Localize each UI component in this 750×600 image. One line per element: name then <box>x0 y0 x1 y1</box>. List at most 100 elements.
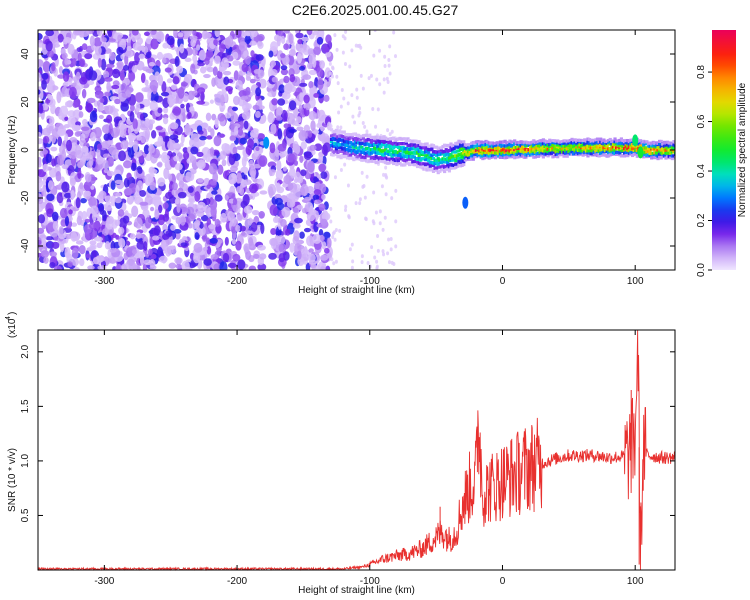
heatmap-cell <box>118 226 125 235</box>
heatmap-cell <box>206 66 214 73</box>
heatmap-cell <box>367 76 371 81</box>
heatmap-cell <box>277 30 284 37</box>
heatmap-cell <box>298 130 308 142</box>
heatmap-cell <box>471 157 475 161</box>
heatmap-cell <box>166 78 173 84</box>
heatmap-cell <box>172 106 182 116</box>
x-tick-label: -300 <box>94 576 114 587</box>
heatmap-cell <box>136 240 146 250</box>
heatmap-cell <box>276 159 282 172</box>
heatmap-cell <box>211 113 217 121</box>
heatmap-cell <box>313 189 322 195</box>
heatmap-cell <box>227 35 234 48</box>
heatmap-cell <box>257 69 265 79</box>
heatmap-cell <box>49 116 55 126</box>
heatmap-cell <box>350 93 354 98</box>
heatmap-cell <box>268 252 277 260</box>
heatmap-cell <box>275 116 283 121</box>
y-tick-label: 20 <box>20 96 31 108</box>
heatmap-cell <box>114 179 124 185</box>
heatmap-cell <box>66 139 73 152</box>
heatmap-cell <box>123 160 132 169</box>
heatmap-cell <box>232 253 241 262</box>
heatmap-cell <box>294 217 303 224</box>
heatmap-cell <box>334 259 338 264</box>
heatmap-cell <box>122 64 130 71</box>
heatmap-cell <box>201 214 209 222</box>
y-multiplier-close: ) <box>7 312 18 315</box>
x-tick: -100 <box>360 330 380 587</box>
heatmap-cell <box>146 173 155 178</box>
heatmap-cell <box>233 70 239 81</box>
heatmap-cell <box>277 128 283 140</box>
heatmap-cell <box>217 82 225 87</box>
heatmap-cell <box>72 109 82 120</box>
heatmap-cell <box>257 33 265 42</box>
heatmap-cell <box>135 102 141 113</box>
heatmap-cell <box>252 253 260 259</box>
heatmap-cell <box>392 262 396 267</box>
heatmap-cell <box>360 254 364 259</box>
heatmap-cell <box>241 111 251 120</box>
heatmap-cell <box>376 233 380 238</box>
heatmap-cell <box>112 68 121 79</box>
heatmap-cell <box>313 46 322 55</box>
heatmap-cell <box>229 135 236 141</box>
heatmap-cell <box>364 217 368 222</box>
heatmap-cell <box>42 135 50 144</box>
heatmap-cell <box>325 51 332 58</box>
y-tick-label: 2.0 <box>20 344 31 358</box>
heatmap-cell <box>340 88 344 93</box>
heatmap-cell <box>231 173 237 179</box>
heatmap-cell <box>203 74 211 79</box>
heatmap-cell <box>462 140 466 144</box>
heatmap-cell <box>388 71 392 76</box>
heatmap-cell <box>288 100 297 111</box>
heatmap-cell <box>170 84 178 90</box>
heatmap-cell <box>130 162 137 172</box>
heatmap-cell <box>331 235 335 240</box>
heatmap-cell <box>45 40 53 52</box>
heatmap-cell <box>274 197 283 206</box>
heatmap-cell <box>371 107 375 112</box>
heatmap-cell <box>673 144 675 148</box>
heatmap-cell <box>390 129 394 134</box>
heatmap-cell <box>173 142 181 149</box>
heatmap-cell <box>80 197 87 204</box>
heatmap-cell <box>143 31 150 36</box>
heatmap-cell <box>157 135 164 146</box>
heatmap-cell <box>255 146 260 152</box>
heatmap-cell <box>382 252 386 257</box>
heatmap-cell <box>245 72 251 79</box>
heatmap-cell <box>236 185 242 194</box>
heatmap-cell <box>306 235 314 247</box>
heatmap-cell <box>297 38 303 45</box>
heatmap-cell <box>263 136 270 149</box>
heatmap-cell <box>103 234 112 244</box>
heatmap-cell <box>382 90 386 95</box>
heatmap-cell <box>637 146 644 159</box>
heatmap-cell <box>248 159 254 168</box>
heatmap-cell <box>325 34 332 44</box>
heatmap-cell <box>76 215 82 226</box>
heatmap-cell <box>86 97 96 104</box>
heatmap-cell <box>383 215 387 220</box>
heatmap-cell <box>384 172 388 177</box>
x-tick: 100 <box>627 30 644 287</box>
heatmap-cell <box>139 113 145 121</box>
heatmap-cell <box>198 49 207 61</box>
x-tick-label: -200 <box>227 276 247 287</box>
heatmap-cell <box>292 207 299 213</box>
heatmap-cell <box>250 221 258 232</box>
heatmap-cell <box>235 145 245 150</box>
heatmap-cell <box>361 86 365 91</box>
heatmap-cell <box>380 184 384 189</box>
heatmap-cell <box>132 263 138 270</box>
heatmap-cell <box>95 156 104 165</box>
heatmap-cell <box>187 222 193 229</box>
heatmap-cell <box>292 223 301 229</box>
heatmap-cell <box>162 213 170 222</box>
heatmap-cell <box>85 253 91 259</box>
heatmap-cell <box>188 106 195 112</box>
heatmap-cell <box>353 120 357 125</box>
